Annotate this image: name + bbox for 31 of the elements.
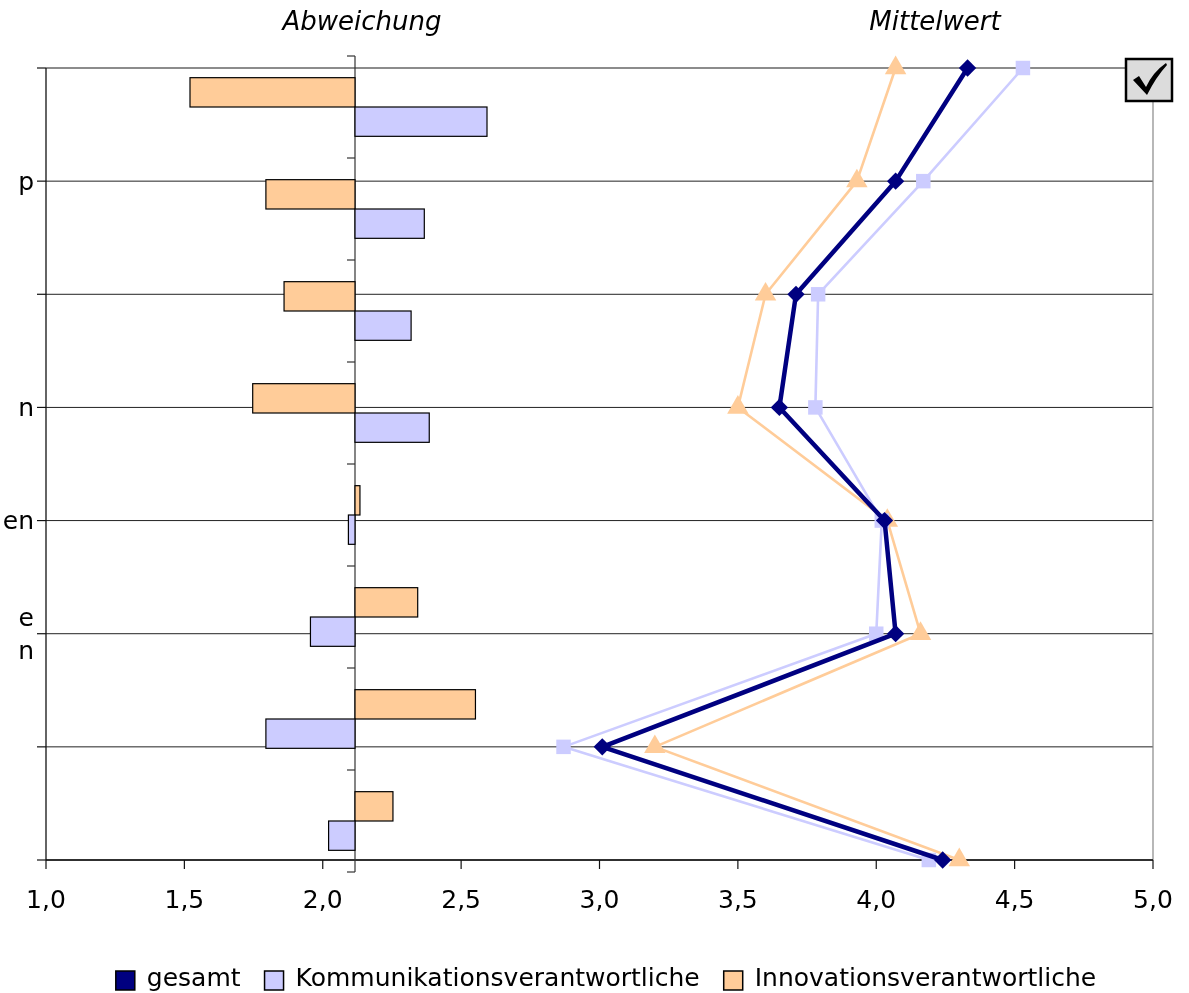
point [916,173,931,189]
point [810,287,826,302]
x-tick-label: 3,5 [717,885,758,914]
legend-label: gesamt [146,963,241,992]
point [787,285,805,303]
x-tick-label: 3,0 [579,885,620,914]
chart-title: Abweichung [280,6,442,36]
x-tick-label: 2,5 [441,885,482,914]
y-tick-label: n [18,393,34,423]
x-tick-label: 5,0 [1133,885,1173,914]
point [886,172,905,190]
x-tick-label: 4,5 [994,885,1035,914]
point [958,59,977,77]
x-tick-label: 1,5 [164,885,205,914]
point [593,738,611,756]
point [808,400,823,415]
point [556,739,571,755]
legend-label: Innovationsverantwortliche [754,963,1097,992]
y-tick-label: p [18,166,34,196]
y-tick-label: e n [18,602,34,665]
point [886,625,905,643]
point [934,851,952,869]
x-tick-label: 4,0 [856,885,897,914]
point [770,398,789,417]
y-tick-label: en [2,506,34,536]
x-tick-label: 2,0 [302,885,343,914]
chart-title: Mittelwert [869,6,1002,36]
legend-label: Kommunikationsverantwortliche [295,963,700,992]
point [875,511,894,530]
x-tick-label: 1,0 [26,885,66,914]
point [1015,60,1031,76]
